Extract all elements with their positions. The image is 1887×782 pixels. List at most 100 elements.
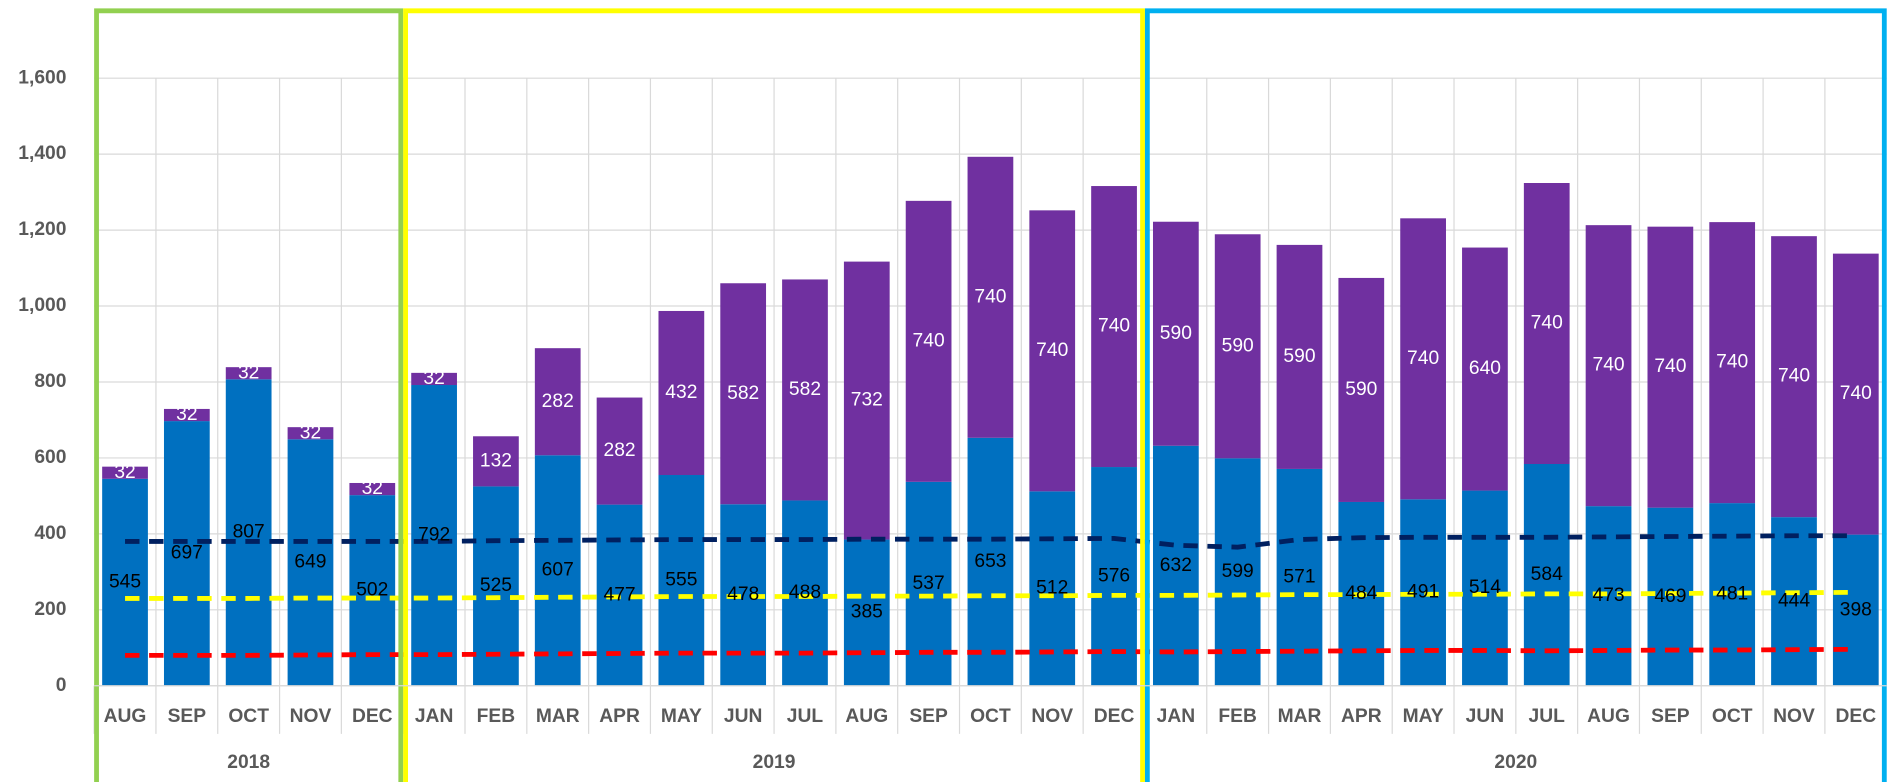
year-frame	[1144, 8, 1887, 782]
data-label: 640	[1469, 358, 1501, 379]
bar-segment	[411, 385, 457, 686]
data-label: 32	[114, 462, 135, 483]
data-label: 740	[1593, 355, 1625, 376]
bar-segment	[1338, 277, 1385, 502]
bar-segment	[225, 379, 272, 686]
x-tick-label: JUL	[1529, 706, 1566, 727]
data-label: 740	[1531, 313, 1563, 334]
year-frame	[94, 8, 404, 782]
bar-segment	[1523, 183, 1570, 464]
data-label: 807	[233, 522, 265, 543]
data-label: 582	[727, 383, 759, 404]
x-tick-label: DEC	[1835, 706, 1876, 727]
data-label: 484	[1345, 583, 1377, 604]
bar-segment	[1462, 490, 1508, 686]
year-label: 2018	[227, 752, 270, 773]
data-label: 32	[176, 404, 197, 425]
data-label: 502	[356, 580, 388, 601]
x-tick-label: MAY	[1403, 706, 1444, 727]
x-tick-label: MAR	[536, 706, 580, 727]
bar-segment	[1462, 247, 1508, 491]
bar-segment	[287, 439, 334, 686]
data-label: 590	[1222, 335, 1254, 356]
bar-segment	[782, 279, 828, 501]
bar-segment	[1647, 226, 1694, 508]
data-label: 545	[109, 571, 141, 592]
data-label: 792	[418, 524, 450, 545]
data-label: 132	[480, 450, 512, 471]
bar-segment	[287, 427, 334, 440]
data-label: 282	[603, 440, 635, 461]
bar-segment	[1091, 186, 1137, 468]
data-label: 740	[1840, 383, 1872, 404]
bar-segment	[1214, 458, 1261, 686]
x-tick-label: SEP	[909, 706, 948, 727]
bar-segment	[534, 348, 581, 456]
bar-segment	[163, 421, 210, 686]
data-label: 432	[665, 382, 697, 403]
bar-segment	[473, 436, 519, 487]
data-label: 512	[1036, 578, 1068, 599]
data-label: 32	[423, 368, 444, 389]
y-tick-label: 0	[56, 675, 67, 696]
year-label: 2020	[1494, 752, 1537, 773]
data-label: 740	[1407, 348, 1439, 369]
data-label: 740	[913, 330, 945, 351]
x-tick-label: JUN	[724, 706, 762, 727]
year-frame	[403, 8, 1145, 782]
data-label: 590	[1345, 379, 1377, 400]
bar-segment	[1400, 218, 1446, 500]
data-label: 740	[1036, 340, 1068, 361]
data-label: 481	[1716, 584, 1748, 605]
data-label: 32	[300, 422, 321, 443]
data-label: 599	[1222, 561, 1254, 582]
data-label: 653	[974, 551, 1006, 572]
data-label: 469	[1654, 586, 1686, 607]
bar-segment	[102, 466, 148, 479]
data-label: 582	[789, 379, 821, 400]
bar-segment	[1152, 221, 1199, 446]
bar-segment	[658, 310, 705, 476]
data-label: 740	[1716, 352, 1748, 373]
bar-segment	[1832, 253, 1879, 535]
x-tick-label: NOV	[1773, 706, 1815, 727]
data-label: 514	[1469, 577, 1501, 598]
x-tick-label: FEB	[1218, 706, 1257, 727]
bar-segment	[1709, 222, 1756, 504]
bar-segment	[658, 475, 705, 686]
bar-segment	[720, 283, 767, 505]
y-tick-label: 1,600	[18, 67, 66, 88]
bar-segment	[1771, 236, 1817, 518]
data-label: 590	[1283, 346, 1315, 367]
x-tick-label: DEC	[1094, 706, 1135, 727]
y-tick-label: 1,200	[18, 219, 66, 240]
x-tick-label: OCT	[228, 706, 269, 727]
data-label: 385	[851, 602, 883, 623]
x-tick-label: MAR	[1278, 706, 1322, 727]
bar-segment	[596, 397, 643, 505]
bar-segment	[1152, 445, 1199, 686]
data-label: 525	[480, 575, 512, 596]
data-label: 590	[1160, 323, 1192, 344]
data-label: 740	[974, 286, 1006, 307]
bar-segment	[843, 539, 890, 686]
data-label: 584	[1531, 564, 1563, 585]
x-tick-label: JAN	[415, 706, 453, 727]
data-label: 32	[362, 478, 383, 499]
year-label: 2019	[753, 752, 796, 773]
data-label: 444	[1778, 591, 1810, 612]
x-tick-label: APR	[599, 706, 640, 727]
data-label: 740	[1778, 366, 1810, 387]
data-label: 697	[171, 542, 203, 563]
data-label: 477	[603, 584, 635, 605]
bar-segment	[1771, 517, 1817, 686]
x-tick-label: AUG	[104, 706, 147, 727]
data-label: 732	[851, 390, 883, 411]
y-tick-label: 200	[34, 599, 66, 620]
y-tick-label: 800	[34, 371, 66, 392]
data-label: 740	[1654, 356, 1686, 377]
x-tick-label: JUN	[1466, 706, 1504, 727]
data-label: 32	[238, 362, 259, 383]
bar-segment	[1276, 244, 1323, 469]
